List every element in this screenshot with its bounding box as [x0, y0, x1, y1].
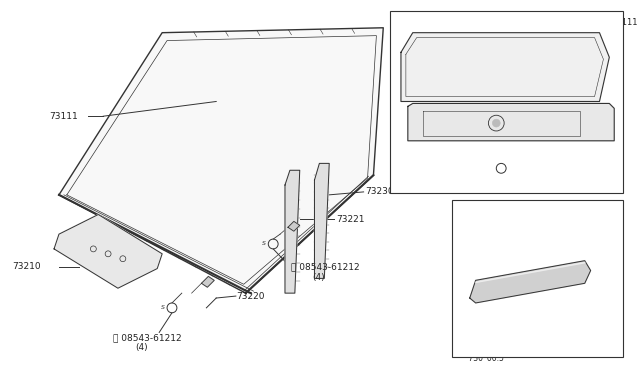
Text: (4): (4): [136, 343, 148, 352]
Text: 91300: 91300: [572, 144, 598, 153]
Text: 73111: 73111: [49, 112, 78, 121]
Polygon shape: [288, 221, 300, 231]
Text: Ⓢ 08543-61212: Ⓢ 08543-61212: [509, 168, 573, 177]
Polygon shape: [54, 215, 162, 288]
Polygon shape: [314, 163, 329, 278]
Text: 73230: 73230: [365, 187, 394, 196]
Circle shape: [492, 119, 500, 127]
Text: S: S: [161, 305, 165, 310]
Text: (2): (2): [522, 177, 534, 186]
Polygon shape: [59, 28, 383, 293]
Text: OP/SUN ROOF: OP/SUN ROOF: [395, 18, 454, 28]
Text: 73111: 73111: [611, 18, 638, 28]
Bar: [452, 200, 623, 357]
Polygon shape: [285, 170, 300, 293]
Text: 73640H: 73640H: [572, 154, 605, 163]
Text: Ⓢ 08543-61212: Ⓢ 08543-61212: [113, 333, 182, 342]
Polygon shape: [401, 33, 609, 102]
Polygon shape: [408, 103, 614, 141]
Text: S: S: [262, 241, 266, 247]
Text: (4): (4): [312, 273, 325, 282]
Polygon shape: [470, 261, 591, 303]
Text: 73221: 73221: [336, 215, 365, 224]
Polygon shape: [202, 276, 214, 287]
Text: 73210: 73210: [12, 262, 40, 271]
Bar: [390, 11, 623, 193]
Text: S: S: [490, 166, 494, 171]
Text: Ⓢ 08543-61212: Ⓢ 08543-61212: [291, 262, 360, 271]
Text: 73220: 73220: [236, 292, 264, 301]
Text: ^730*00.5: ^730*00.5: [462, 355, 504, 363]
Text: 73823M(LH): 73823M(LH): [488, 331, 540, 340]
Text: 73822M(RH): 73822M(RH): [488, 321, 541, 330]
